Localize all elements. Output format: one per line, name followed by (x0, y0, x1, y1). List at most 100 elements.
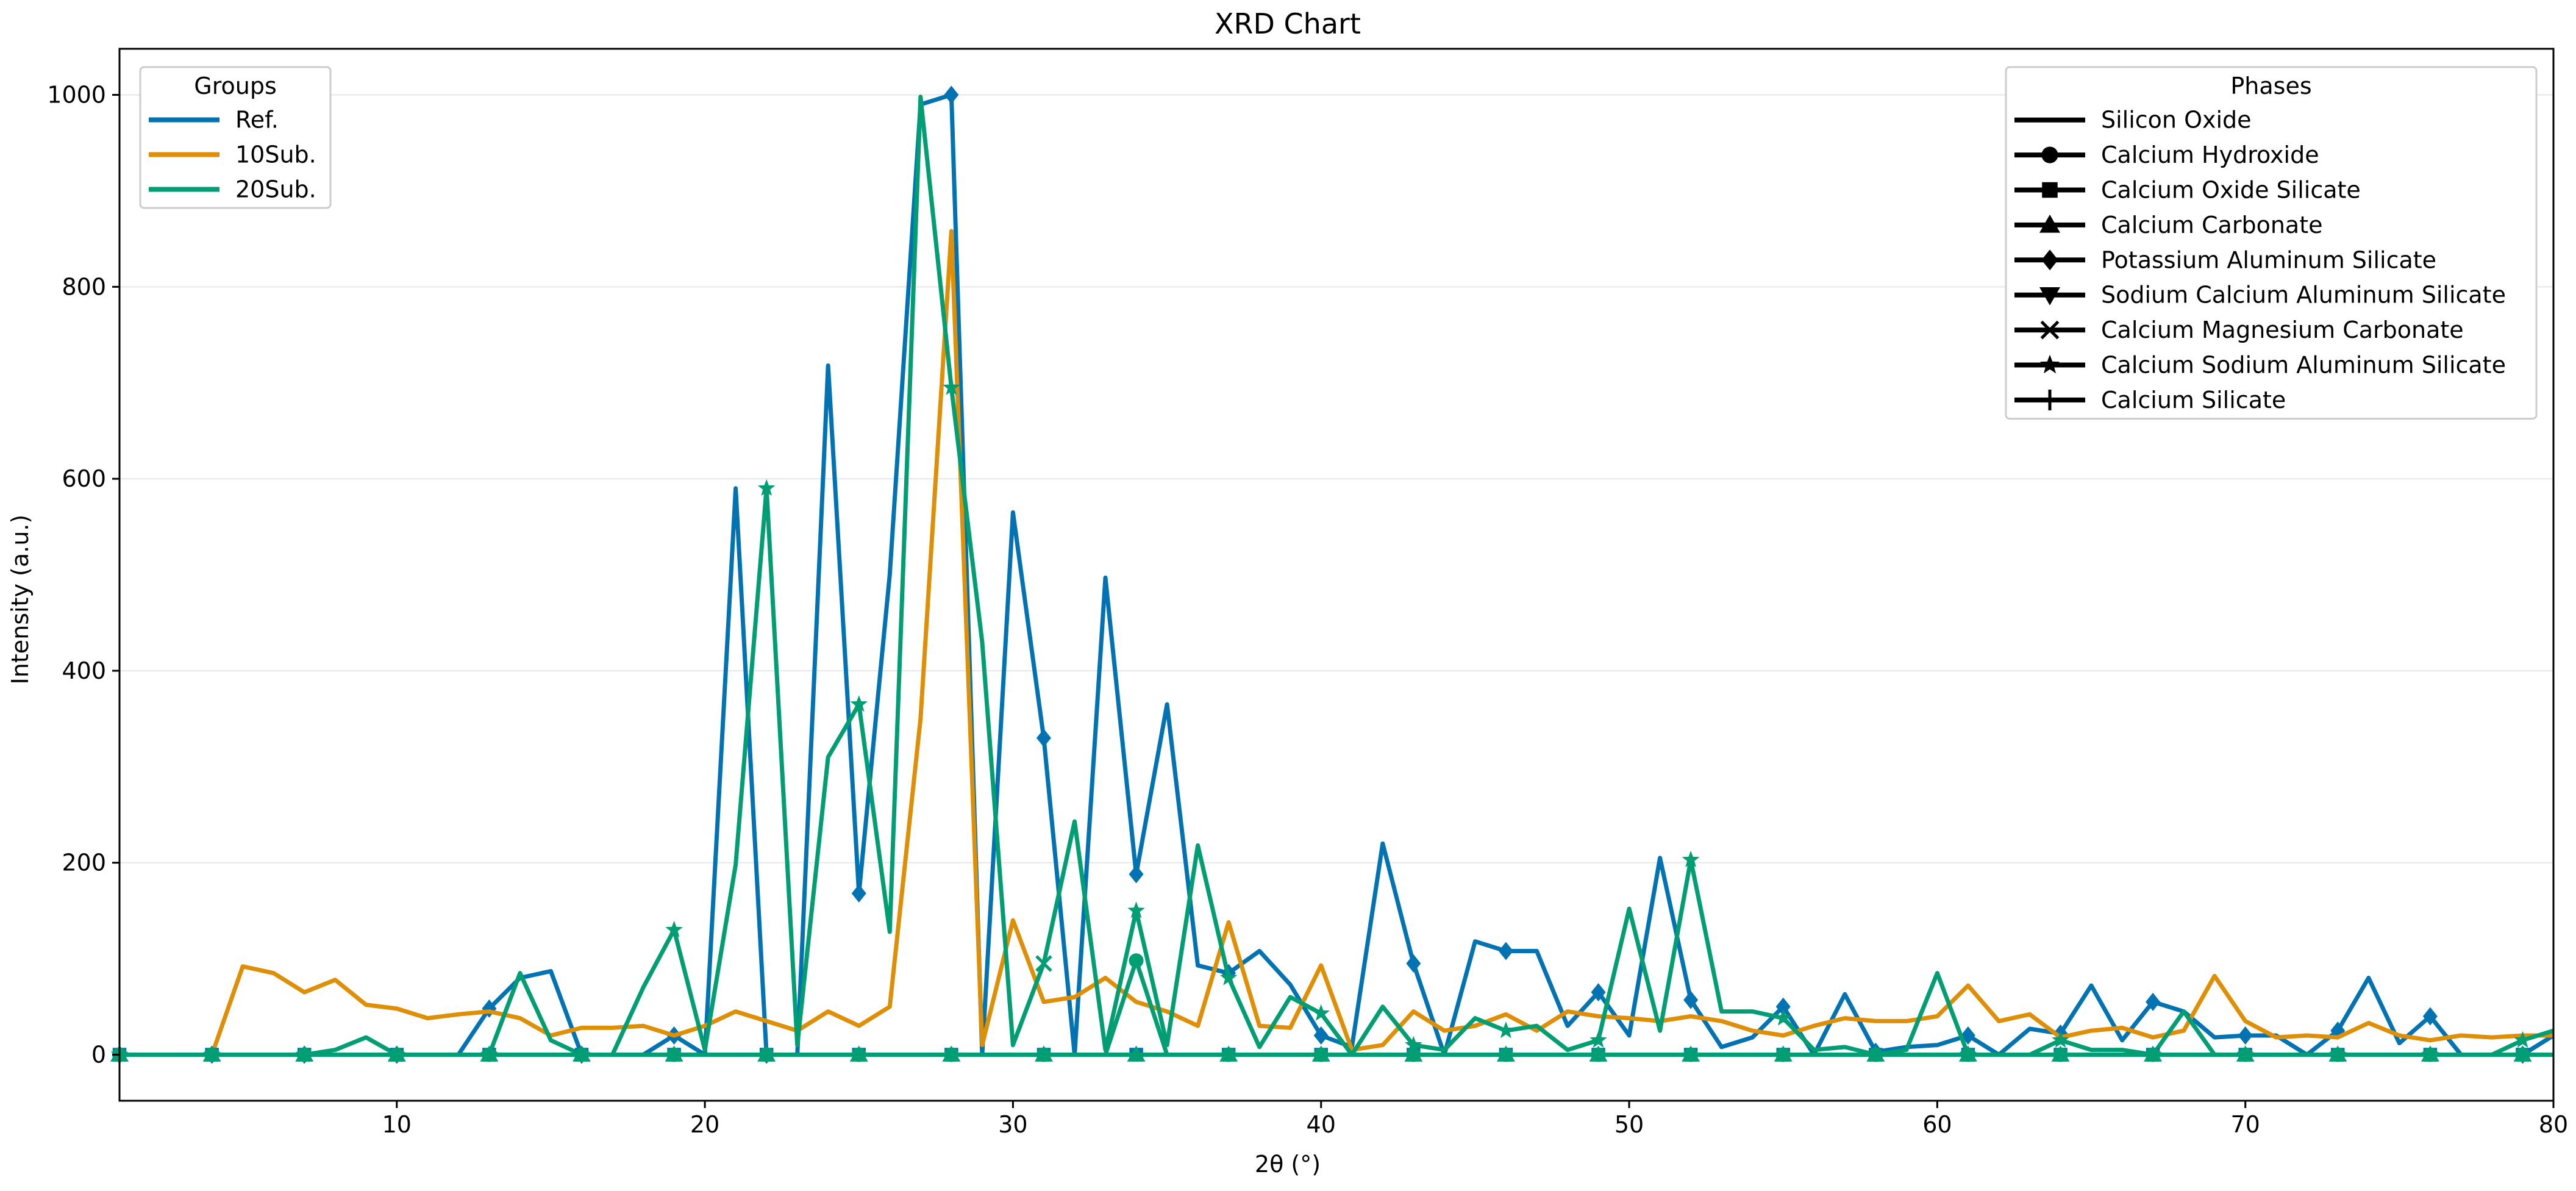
data-point-marker (387, 1045, 406, 1062)
diamond-marker (1129, 865, 1144, 884)
y-tick-label: 1000 (47, 82, 106, 109)
legend-marker (2039, 354, 2060, 374)
y-tick-label: 800 (62, 273, 106, 300)
plot-frame (118, 48, 2555, 1102)
data-point-marker (1589, 1031, 1607, 1048)
diamond-marker (1313, 1026, 1329, 1045)
data-point-marker (572, 1045, 591, 1062)
data-point-marker (1129, 953, 1144, 968)
data-point-marker (851, 884, 866, 903)
x-tick-label: 20 (690, 1111, 719, 1138)
data-point-marker (1958, 1045, 1977, 1062)
triangle-up-marker (1958, 1045, 1977, 1062)
data-point-marker (942, 1045, 961, 1062)
x-axis-label: 2θ (°) (1255, 1151, 1321, 1178)
legend-entry: Calcium Oxide Silicate (2014, 177, 2361, 204)
data-point-marker (1313, 1026, 1329, 1045)
data-point-marker (665, 1045, 683, 1062)
data-point-marker (2421, 1045, 2439, 1062)
data-point-marker (1127, 901, 1145, 918)
data-point-marker (1498, 942, 1513, 960)
star-marker (1127, 901, 1145, 918)
legend-entry: Calcium Sodium Aluminum Silicate (2014, 352, 2506, 379)
data-point-marker (757, 1045, 776, 1062)
data-point-marker (1036, 729, 1051, 748)
legend-label: Potassium Aluminum Silicate (2101, 246, 2436, 273)
legend-entry: Calcium Magnesium Carbonate (2014, 317, 2464, 343)
legend-box (2005, 66, 2538, 420)
diamond-marker (944, 85, 959, 104)
legend-box (139, 66, 332, 209)
legend-marker (2039, 389, 2060, 410)
legend-label: Calcium Sodium Aluminum Silicate (2101, 352, 2506, 379)
legend-entry: Calcium Carbonate (2014, 212, 2322, 238)
x-tick-label: 70 (2231, 1111, 2260, 1138)
diamond-marker (2238, 1026, 2253, 1045)
x-tick-label: 80 (2539, 1111, 2568, 1138)
data-point-marker (1127, 1045, 1146, 1062)
data-point-marker (1405, 1035, 1422, 1053)
x-tick-label: 40 (1307, 1111, 1336, 1138)
y-axis-label: Intensity (a.u.) (7, 515, 34, 685)
data-point-marker (1035, 955, 1052, 972)
data-point-marker (850, 695, 868, 712)
star-marker (665, 920, 683, 937)
star-marker (757, 479, 776, 496)
diamond-marker (2146, 992, 2161, 1011)
triangle-up-marker (2513, 1045, 2532, 1062)
circle-marker (2041, 146, 2058, 163)
legend-entry: Silicon Oxide (2014, 107, 2252, 134)
data-point-marker (2236, 1045, 2255, 1062)
plus-marker (2039, 389, 2060, 410)
series-line (120, 229, 2553, 1057)
data-point-marker (1774, 1045, 1793, 1062)
x-marker (2040, 320, 2060, 340)
triangle-up-marker (2144, 1045, 2163, 1062)
data-point-marker (1406, 954, 1421, 973)
data-point-marker (1311, 1045, 1330, 1062)
series-layer (110, 85, 2555, 1064)
data-point-marker (2514, 1031, 2531, 1048)
triangle-up-marker (1311, 1045, 1330, 1062)
square-marker (2042, 182, 2058, 198)
legend-label: 10Sub. (235, 141, 316, 168)
y-tick-label: 600 (62, 465, 106, 492)
diamond-marker (1406, 954, 1421, 973)
chart-title: XRD Chart (1215, 7, 1361, 40)
data-point-marker (1682, 850, 1700, 868)
data-point-marker (2422, 1007, 2438, 1026)
legend-entry: Calcium Hydroxide (2014, 141, 2319, 168)
triangle-up-marker (2051, 1045, 2070, 1062)
data-point-marker (849, 1045, 868, 1062)
diamond-marker (1683, 990, 1699, 1009)
star-marker (1312, 1004, 1330, 1021)
data-point-marker (1312, 1004, 1330, 1021)
triangle-up-marker (480, 1045, 499, 1062)
legend-label: Silicon Oxide (2101, 107, 2252, 134)
data-point-marker (943, 378, 960, 395)
star-marker (943, 378, 960, 395)
diamond-marker (1775, 997, 1791, 1016)
star-marker (1405, 1035, 1422, 1053)
data-point-marker (2328, 1045, 2347, 1062)
legend-label: Calcium Oxide Silicate (2101, 177, 2361, 204)
legend-label: Calcium Carbonate (2101, 212, 2322, 238)
x-tick-label: 30 (998, 1111, 1027, 1138)
data-point-marker (2144, 1045, 2163, 1062)
triangle-up-marker (942, 1045, 961, 1062)
data-point-marker (202, 1045, 221, 1062)
triangle-up-marker (2236, 1045, 2255, 1062)
star-marker (1589, 1031, 1607, 1048)
star-marker (2039, 354, 2060, 374)
legend-title: Phases (2230, 73, 2311, 99)
y-tick-label: 200 (62, 849, 106, 876)
triangle-up-marker (387, 1045, 406, 1062)
data-point-marker (1034, 1045, 1053, 1062)
legend-label: Calcium Hydroxide (2101, 141, 2319, 168)
series-10sub- (120, 229, 2553, 1057)
legend-label: Ref. (235, 107, 279, 134)
diamond-marker (1591, 983, 1606, 1002)
data-point-marker (1496, 1045, 1515, 1062)
